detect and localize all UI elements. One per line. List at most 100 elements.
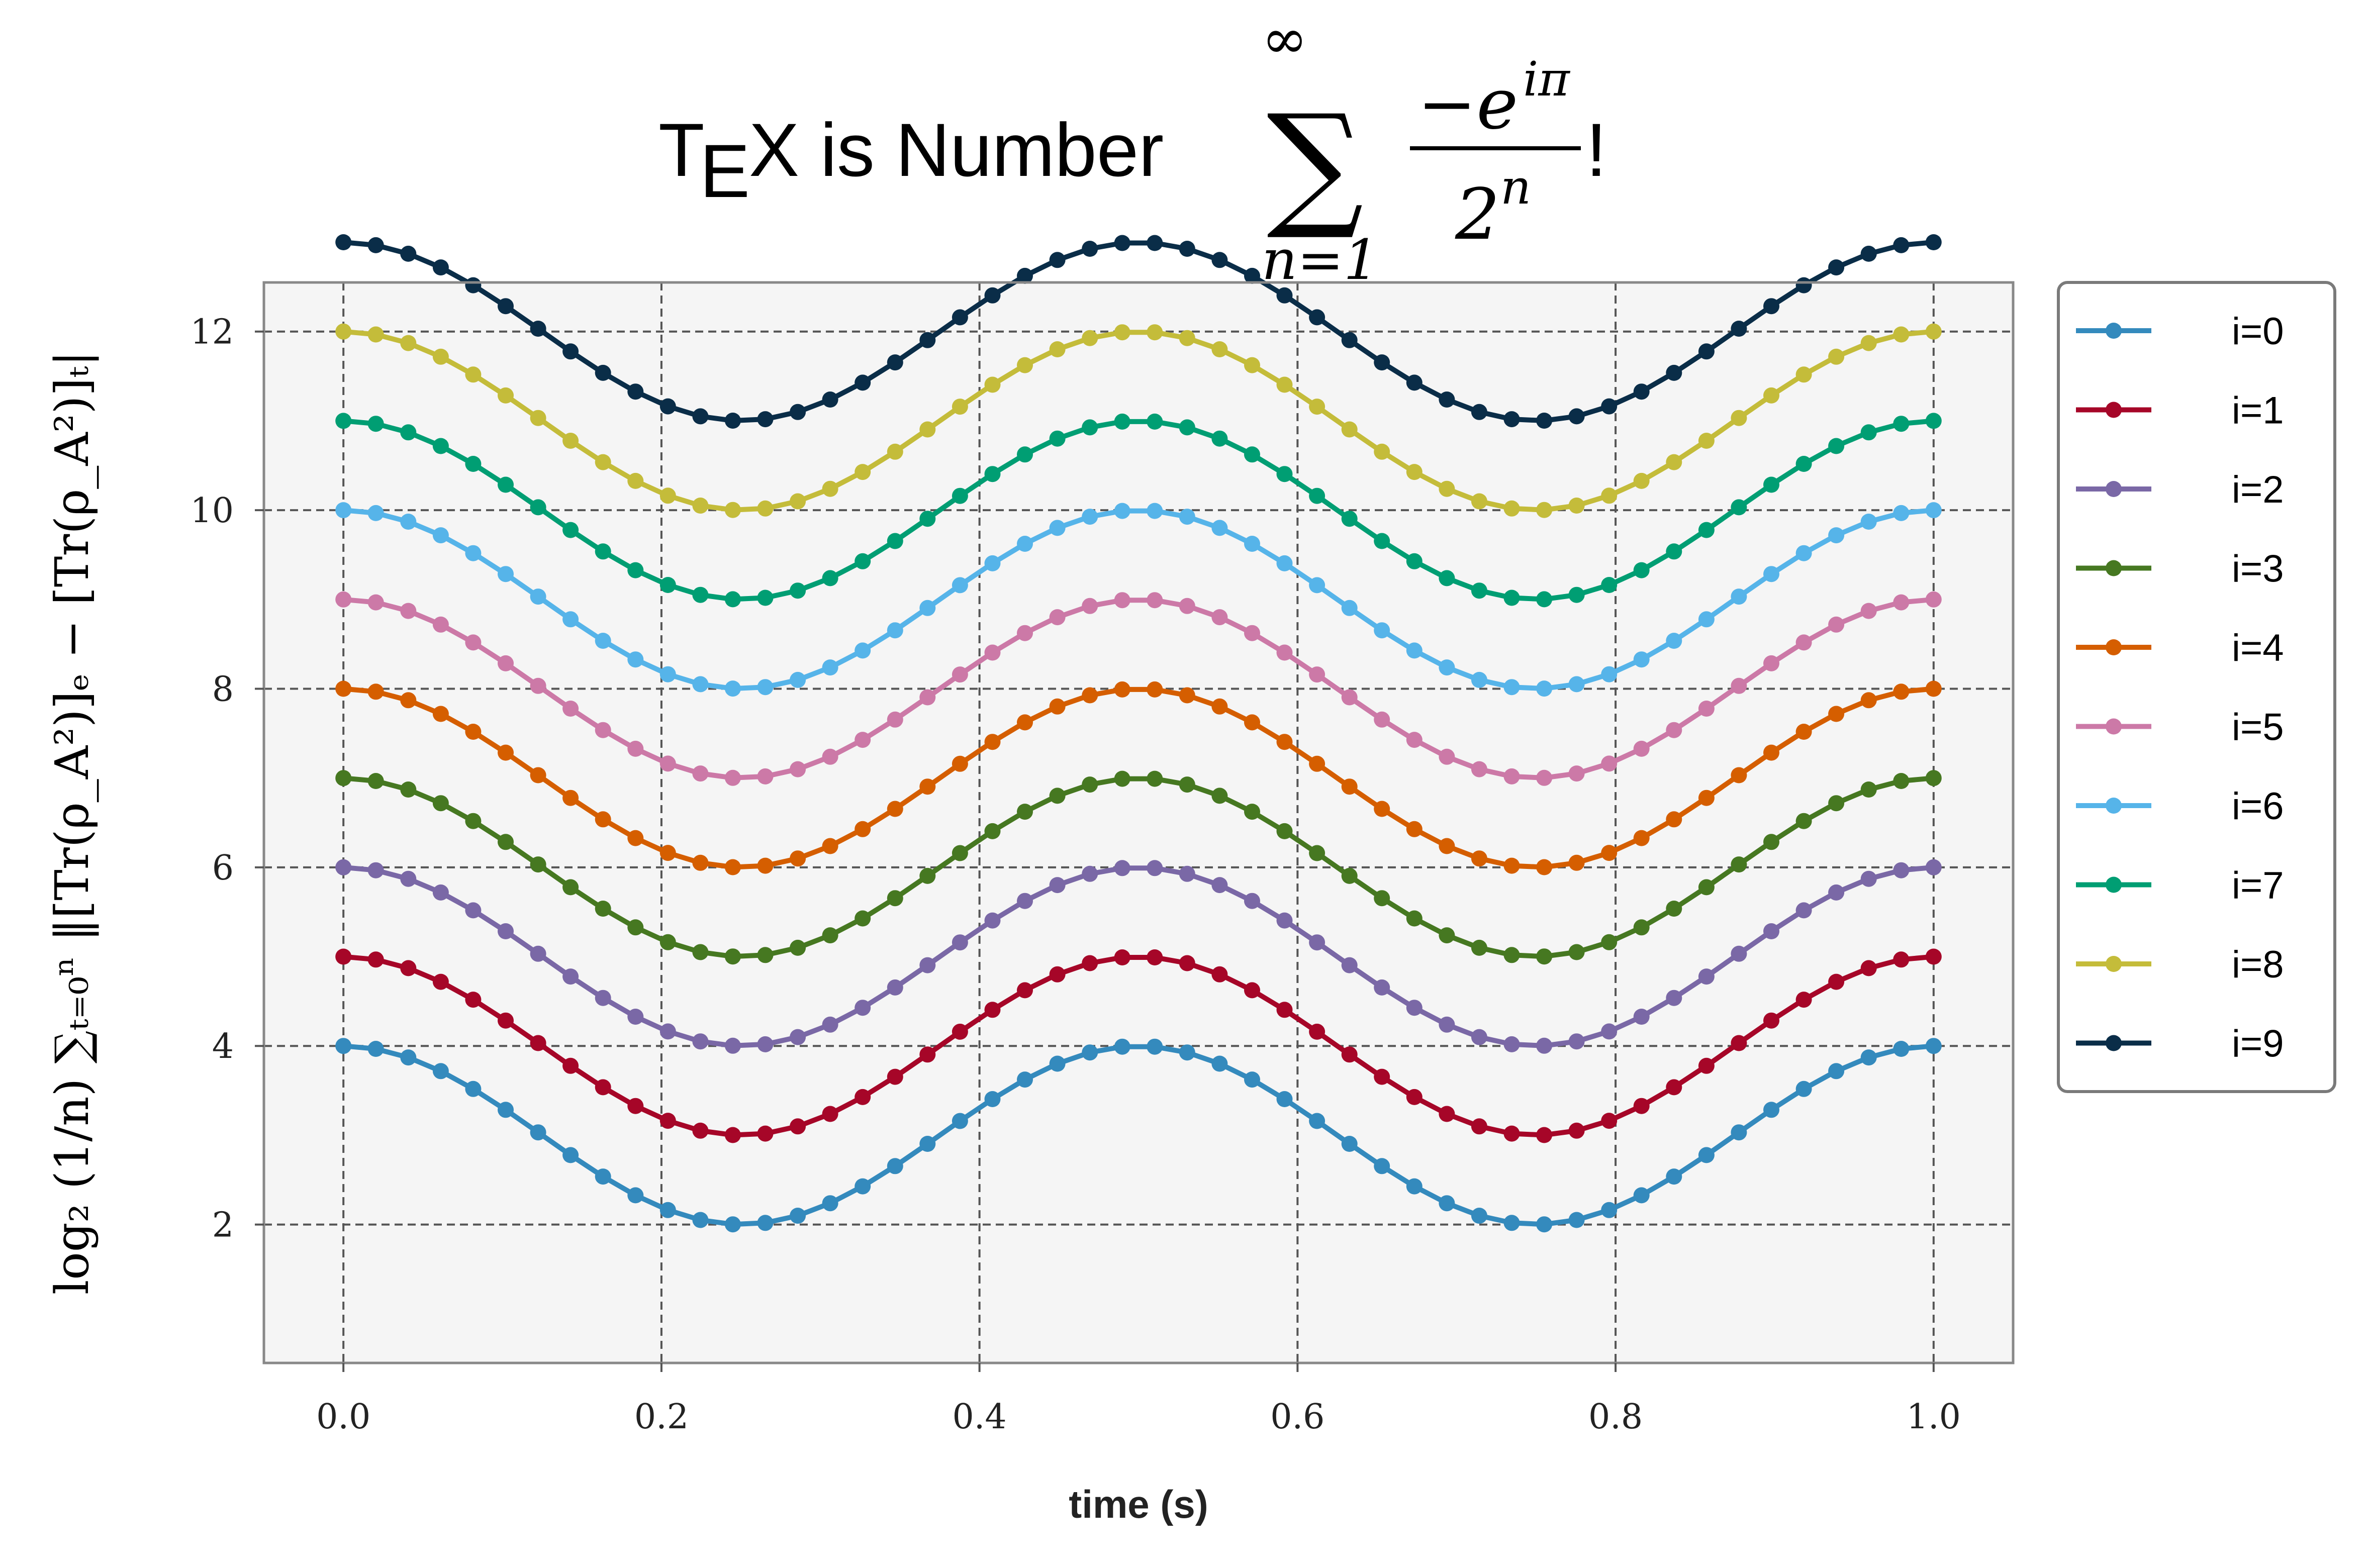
- data-point: [1536, 1037, 1553, 1054]
- data-point: [1828, 438, 1845, 454]
- data-point: [465, 545, 482, 561]
- data-point: [1503, 411, 1520, 428]
- data-point: [1341, 1046, 1358, 1063]
- data-point: [1536, 502, 1553, 518]
- data-point: [367, 416, 384, 432]
- data-point: [1244, 357, 1260, 373]
- data-point: [562, 1057, 579, 1074]
- data-point: [530, 677, 546, 694]
- data-point: [659, 934, 676, 950]
- data-point: [498, 387, 514, 404]
- axes-frame: [262, 281, 2015, 1364]
- data-point: [790, 1118, 806, 1135]
- data-point: [1860, 603, 1877, 619]
- data-point: [984, 823, 1001, 839]
- data-point: [335, 859, 352, 875]
- grid: [264, 282, 2013, 1363]
- legend-label: i=6: [2232, 785, 2284, 828]
- data-point: [790, 1029, 806, 1045]
- data-point: [1536, 769, 1553, 786]
- data-point: [1731, 856, 1747, 873]
- data-point: [952, 666, 968, 683]
- x-axis-label: time (s): [1069, 1482, 1208, 1526]
- data-point: [1828, 884, 1845, 901]
- data-point: [1666, 633, 1682, 649]
- data-point: [562, 611, 579, 628]
- series-i=8: [335, 323, 1942, 518]
- data-point: [822, 1106, 838, 1122]
- data-point: [335, 770, 352, 787]
- data-point: [1082, 330, 1098, 346]
- data-point: [367, 594, 384, 611]
- data-point: [432, 795, 449, 812]
- data-point: [1698, 611, 1715, 628]
- data-point: [432, 973, 449, 990]
- series-i=6: [335, 502, 1942, 697]
- data-point: [1828, 1063, 1845, 1080]
- data-point: [1698, 1057, 1715, 1074]
- data-point: [1211, 252, 1228, 268]
- data-point: [1763, 1012, 1779, 1029]
- data-point: [659, 666, 676, 682]
- series-i=2: [335, 859, 1942, 1054]
- data-point: [1731, 499, 1747, 516]
- data-point: [562, 968, 579, 985]
- data-point: [822, 748, 838, 765]
- data-point: [627, 651, 644, 668]
- data-point: [1795, 277, 1812, 293]
- data-point: [1114, 413, 1130, 430]
- data-point: [1244, 446, 1260, 463]
- data-point: [887, 979, 903, 996]
- legend-swatch-marker: [2106, 560, 2122, 576]
- data-point: [562, 879, 579, 896]
- data-point: [1179, 509, 1195, 525]
- legend-entry-i=6: i=6: [2076, 785, 2284, 828]
- data-point: [1666, 811, 1682, 828]
- data-point: [1147, 324, 1163, 341]
- data-point: [757, 1215, 774, 1231]
- data-point: [822, 659, 838, 676]
- data-point: [1017, 536, 1033, 552]
- data-point: [1276, 376, 1293, 393]
- data-point: [1568, 586, 1585, 603]
- data-point: [498, 655, 514, 671]
- data-point: [659, 577, 676, 593]
- data-point: [1341, 689, 1358, 706]
- data-point: [1860, 424, 1877, 441]
- data-point: [400, 335, 417, 351]
- data-point: [400, 245, 417, 262]
- data-point: [335, 591, 352, 608]
- x-tick-label: 0.8: [1588, 1397, 1643, 1437]
- data-point: [822, 480, 838, 497]
- data-point: [1828, 259, 1845, 276]
- x-tick-label: 0.2: [634, 1397, 689, 1437]
- data-point: [855, 374, 871, 391]
- data-point: [530, 856, 546, 873]
- data-point: [757, 411, 774, 428]
- data-point: [1860, 1049, 1877, 1066]
- data-point: [335, 1038, 352, 1054]
- data-point: [627, 472, 644, 489]
- data-point: [1633, 651, 1650, 668]
- data-point: [1536, 413, 1553, 429]
- data-point: [432, 1063, 449, 1080]
- data-point: [1049, 430, 1066, 447]
- data-point: [1666, 1168, 1682, 1185]
- data-point: [1893, 505, 1910, 521]
- data-point: [855, 553, 871, 569]
- data-point: [1374, 443, 1390, 460]
- data-point: [1893, 326, 1910, 343]
- data-point: [984, 1002, 1001, 1018]
- x-tick-label: 0.6: [1270, 1397, 1324, 1437]
- data-point: [855, 642, 871, 659]
- data-point: [1893, 1041, 1910, 1057]
- data-point: [1309, 309, 1325, 326]
- data-point: [530, 767, 546, 783]
- data-point: [1503, 500, 1520, 517]
- data-point: [757, 768, 774, 785]
- legend-swatch-marker: [2106, 639, 2122, 655]
- data-point: [1601, 845, 1618, 861]
- data-point: [952, 309, 968, 326]
- data-point: [692, 854, 709, 871]
- data-point: [1017, 625, 1033, 641]
